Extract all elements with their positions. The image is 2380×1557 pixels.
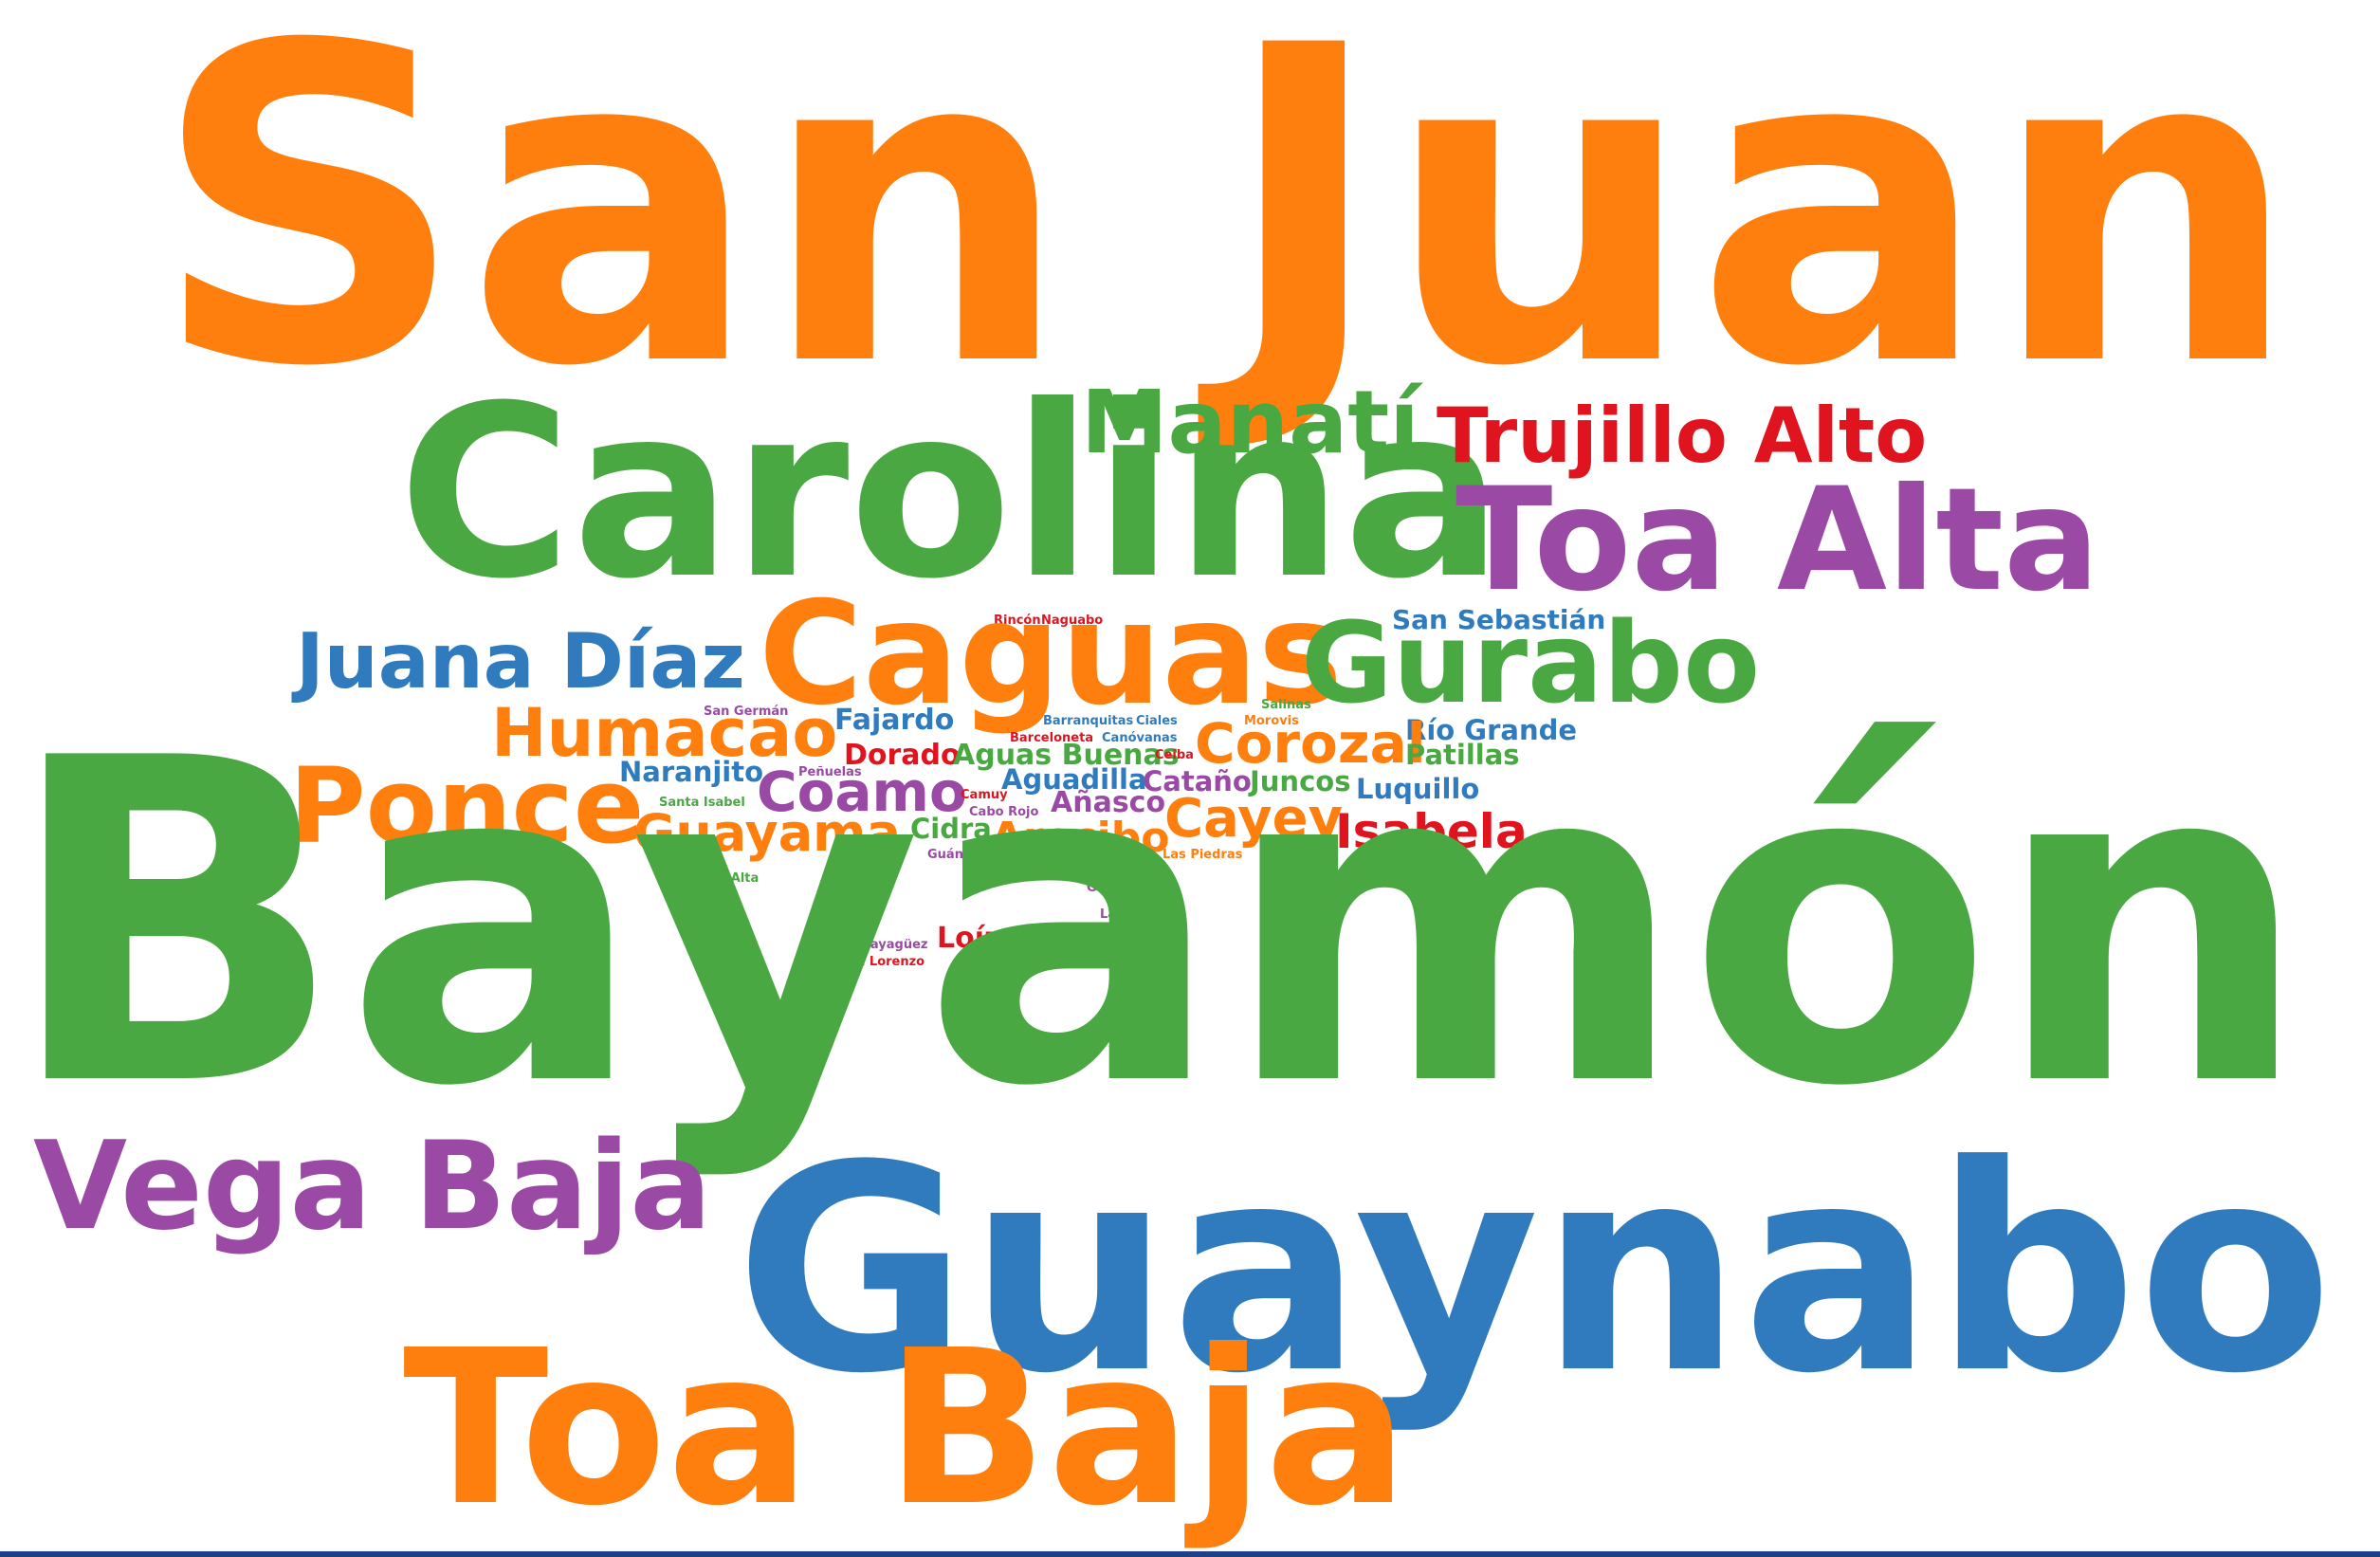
word-arecibo: Arecibo (991, 814, 1170, 862)
word-las-piedras: Las Piedras (1163, 848, 1243, 862)
word-humacao: Humacao (491, 694, 838, 772)
word-guayama: Guayama (633, 803, 901, 863)
word-caguas: Caguas (759, 572, 1343, 737)
word-aguas-buenas: Aguas Buenas (953, 739, 1180, 772)
word-dorado: Dorado (844, 739, 961, 772)
word-lajas: Lajas (1100, 907, 1137, 922)
word-salinas: Salinas (1261, 698, 1311, 712)
word-toa-baja: Toa Baja (403, 1305, 1409, 1553)
word-naranjito: Naranjito (619, 756, 764, 788)
word-san-sebastian: San Sebastián (1392, 604, 1606, 635)
word-toa-alta: Toa Alta (1455, 458, 2100, 623)
word-barceloneta: Barceloneta (1010, 731, 1094, 745)
word-morovis: Morovis (1244, 714, 1299, 728)
word-cayey: Cayey (1164, 788, 1344, 850)
word-vega-alta: Vega Alta (692, 871, 760, 886)
bottom-border (0, 1551, 2380, 1557)
word-trujillo-alto: Trujillo Alto (1437, 392, 1928, 480)
word-guaynabo: Guaynabo (735, 1105, 2334, 1436)
word-ciales: Ciales (1136, 714, 1178, 728)
word-cabo-rojo: Cabo Rojo (969, 805, 1039, 819)
word-patillas: Patillas (1405, 739, 1520, 771)
word-coamo: Coamo (757, 760, 967, 824)
word-bayamon: Bayamón (5, 665, 2311, 1183)
word-rincon: Rincón (994, 614, 1041, 628)
word-san-juan: San Juan (152, 0, 2300, 462)
word-ponce: Ponce (289, 745, 645, 867)
word-ceiba: Ceiba (1155, 748, 1194, 762)
word-juana-diaz: Juana Díaz (296, 617, 745, 705)
word-isabela: Isabela (1335, 804, 1528, 859)
word-guayanilla: Guayanilla (1087, 881, 1160, 895)
word-juncos: Juncos (1250, 765, 1351, 797)
word-mayaguez: Mayagüez (858, 938, 928, 952)
word-san-german: San Germán (704, 705, 789, 719)
word-cidra: Cidra (910, 813, 992, 845)
word-aguadilla: Aguadilla (1001, 763, 1147, 796)
word-florida: Florida (1060, 865, 1109, 879)
word-gurabo: Gurabo (1301, 597, 1761, 728)
word-rio-grande: Río Grande (1405, 714, 1578, 746)
word-luquillo: Luquillo (1356, 773, 1480, 805)
word-hatillo: Hatillo (1109, 865, 1156, 879)
word-anasco: Añasco (1051, 786, 1166, 819)
word-camuy: Camuy (961, 788, 1008, 802)
word-vega-baja: Vega Baja (33, 1116, 712, 1257)
word-fajardo: Fajardo (834, 704, 955, 737)
word-canovanas: Canóvanas (1102, 731, 1178, 745)
word-penuelas: Peñuelas (798, 765, 862, 779)
word-corozal: Corozal (1195, 711, 1426, 776)
word-barranquitas: Barranquitas (1043, 714, 1134, 728)
word-san-lorenzo: San Lorenzo (839, 955, 925, 969)
word-catano: Cataño (1143, 765, 1252, 797)
word-manati: Manatí (1081, 372, 1419, 473)
word-naguabo: Naguabo (1041, 614, 1104, 628)
word-santa-isabel: Santa Isabel (659, 796, 745, 810)
word-utuado: Utuado (1105, 931, 1156, 945)
word-loiza: Loíza (937, 922, 1020, 955)
word-carolina: Carolina (398, 355, 1504, 631)
word-guanica: Guánica (927, 848, 983, 862)
